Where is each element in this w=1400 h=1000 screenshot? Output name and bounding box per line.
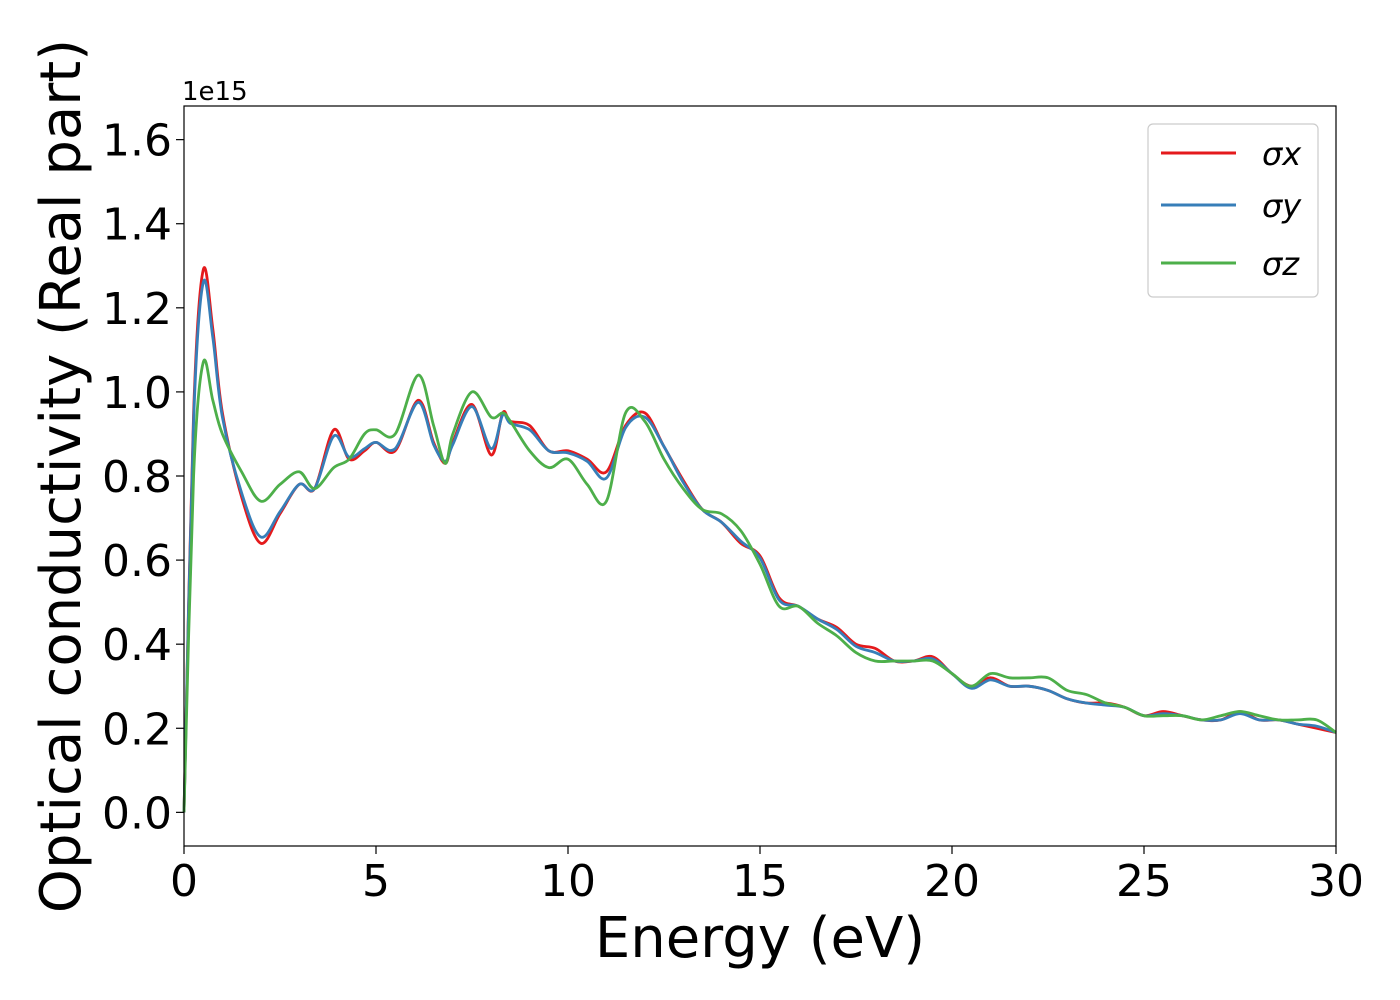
x-tick-label: 20 bbox=[924, 856, 980, 907]
series-line-sigma-z bbox=[182, 358, 1337, 813]
y-tick-label: 0.2 bbox=[102, 704, 172, 755]
y-tick-label: 0.4 bbox=[102, 620, 172, 671]
y-tick-label: 1.6 bbox=[102, 116, 172, 167]
legend-label-sigma-y: σy bbox=[1262, 187, 1302, 225]
x-axis-label: Energy (eV) bbox=[595, 906, 925, 971]
y-tick-label: 0.6 bbox=[102, 536, 172, 587]
x-tick-label: 0 bbox=[170, 856, 198, 907]
legend-label-sigma-z: σz bbox=[1262, 245, 1300, 283]
y-axis-label: Optical conductivity (Real part) bbox=[29, 39, 94, 913]
y-tick-label: 1.0 bbox=[102, 368, 172, 419]
x-tick-label: 15 bbox=[732, 856, 788, 907]
y-tick-label: 0.0 bbox=[102, 788, 172, 839]
x-tick-label: 5 bbox=[362, 856, 390, 907]
x-tick-label: 25 bbox=[1116, 856, 1172, 907]
legend-box bbox=[1147, 123, 1319, 298]
y-offset-label: 1e15 bbox=[182, 77, 248, 107]
plot-background bbox=[184, 106, 1336, 846]
y-tick-label: 1.2 bbox=[102, 284, 172, 335]
x-tick-label: 10 bbox=[540, 856, 596, 907]
x-axis-ticks: 0 5 10 15 20 25 30 bbox=[170, 846, 1364, 907]
legend-label-sigma-x: σx bbox=[1262, 135, 1302, 173]
y-axis-ticks: 0.0 0.2 0.4 0.6 0.8 1.0 1.2 1.4 1.6 bbox=[102, 116, 184, 839]
legend: σx σy σz bbox=[1147, 123, 1319, 298]
y-tick-label: 0.8 bbox=[102, 452, 172, 503]
x-tick-label: 30 bbox=[1308, 856, 1364, 907]
series-group bbox=[182, 266, 1337, 813]
y-tick-label: 1.4 bbox=[102, 200, 172, 251]
